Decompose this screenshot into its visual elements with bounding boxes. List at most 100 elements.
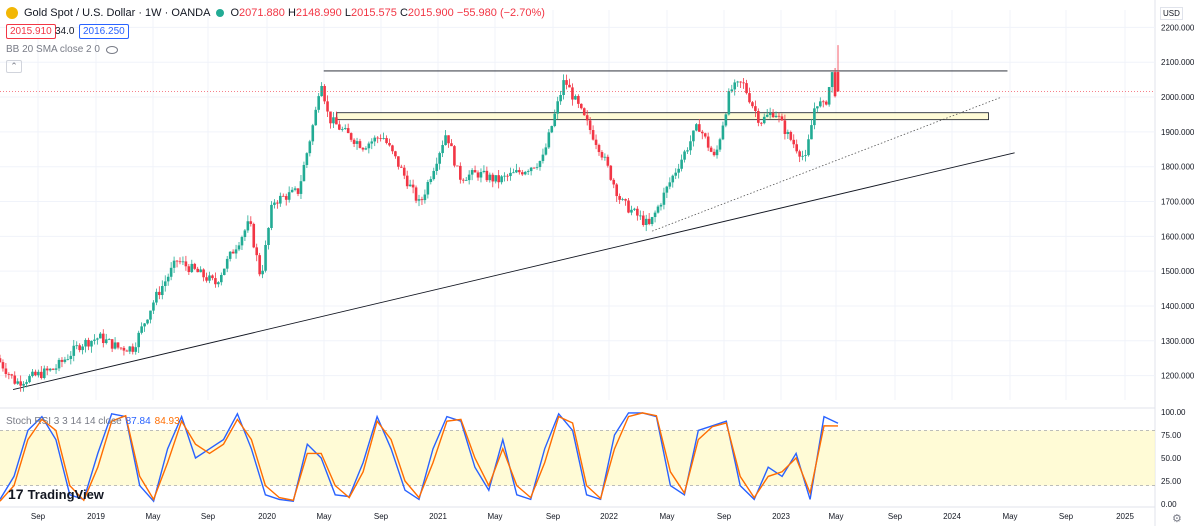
- currency-label[interactable]: USD: [1160, 7, 1183, 20]
- candle-body: [84, 339, 87, 347]
- gold-icon: [6, 7, 18, 19]
- candle-body: [600, 152, 604, 158]
- candle-body: [349, 133, 353, 140]
- candle-body: [520, 172, 524, 175]
- candle-body: [25, 382, 28, 384]
- candle-body: [703, 133, 707, 137]
- rectangle-zone: [336, 112, 989, 121]
- candle-body: [606, 156, 610, 166]
- candle-body: [293, 188, 297, 190]
- rsi-series-d: [0, 412, 839, 502]
- candle-body: [385, 138, 388, 144]
- candle-body: [93, 339, 96, 341]
- candle-body: [683, 151, 686, 160]
- candle-body: [515, 170, 518, 173]
- candle-body: [789, 131, 793, 140]
- candle-body: [258, 255, 261, 275]
- candle-body: [87, 339, 90, 347]
- candle-body: [630, 209, 633, 213]
- candle-body: [34, 371, 37, 376]
- candle-body: [181, 261, 185, 263]
- candle-body: [544, 147, 548, 155]
- candle-body: [824, 101, 828, 105]
- candle-body: [653, 212, 657, 218]
- candle-body: [187, 266, 191, 273]
- candle-body: [0, 358, 2, 363]
- candle-body: [302, 164, 306, 182]
- candle-body: [299, 181, 303, 194]
- candle-body: [582, 108, 586, 116]
- candle-body: [276, 202, 279, 204]
- candle-body: [134, 347, 138, 352]
- symbol-title[interactable]: Gold Spot / U.S. Dollar · 1W · OANDA: [24, 7, 211, 19]
- candle-body: [217, 282, 220, 285]
- candle-body: [370, 141, 374, 144]
- price-tick-label: 1200.000: [1161, 372, 1195, 381]
- candle-body: [742, 82, 745, 84]
- candle-body: [783, 120, 787, 135]
- collapse-chevron-icon[interactable]: ⌃: [6, 60, 22, 73]
- settings-gear-icon[interactable]: ⚙: [1172, 513, 1182, 525]
- candle-body: [10, 374, 14, 376]
- candle-body: [110, 339, 114, 349]
- candle-body: [314, 109, 318, 126]
- candle-body: [208, 275, 211, 281]
- candle-body: [464, 180, 468, 181]
- candle-body: [160, 286, 164, 296]
- candle-body: [40, 371, 43, 379]
- candle-body: [494, 175, 498, 182]
- candle-body: [122, 347, 126, 351]
- candle-body: [680, 159, 683, 169]
- candle-body: [1, 362, 5, 369]
- candle-body: [355, 141, 359, 144]
- candle-body: [308, 141, 312, 154]
- candle-body: [565, 80, 568, 85]
- candle-body: [506, 175, 509, 177]
- candle-body: [512, 172, 515, 174]
- candle-body: [13, 375, 17, 384]
- candle-body: [326, 101, 329, 112]
- candle-body: [358, 141, 362, 148]
- candle-body: [662, 192, 666, 205]
- sell-button[interactable]: 2015.910: [6, 24, 56, 39]
- candle-body: [633, 208, 636, 210]
- candle-body: [650, 217, 654, 225]
- ohlc-values: O2071.880 H2148.990 L2015.575 C2015.900 …: [230, 7, 545, 19]
- time-tick-label: May: [487, 512, 502, 521]
- candle-body: [550, 126, 554, 133]
- candle-body: [485, 170, 489, 181]
- candle-body: [827, 87, 831, 105]
- candle-body: [107, 339, 111, 341]
- buy-button[interactable]: 2016.250: [79, 24, 129, 39]
- candle-body: [338, 124, 341, 130]
- candle-body: [72, 345, 76, 356]
- candle-body: [503, 175, 506, 177]
- candle-body: [765, 114, 769, 117]
- candle-body: [101, 333, 105, 344]
- tradingview-logo[interactable]: 17 TradingView: [8, 486, 104, 502]
- candle-body: [152, 302, 155, 311]
- candle-body: [562, 80, 565, 96]
- candle-body: [771, 112, 775, 118]
- candle-body: [99, 333, 102, 339]
- candle-body: [585, 115, 589, 121]
- candle-body: [523, 171, 527, 175]
- candle-body: [137, 332, 140, 348]
- spread-value: 34.0: [55, 26, 75, 37]
- candle-body: [819, 101, 822, 107]
- bb-indicator-label[interactable]: BB 20 SMA close 2 0: [6, 44, 118, 55]
- candle-body: [329, 111, 332, 124]
- time-tick-label: 2021: [429, 512, 447, 521]
- candle-body: [574, 96, 577, 100]
- candle-body: [621, 199, 624, 200]
- hide-eye-icon[interactable]: [105, 45, 118, 54]
- candle-body: [751, 102, 754, 107]
- candle-body: [594, 139, 598, 145]
- candle-body: [149, 310, 152, 320]
- rsi-tick-label: 25.00: [1161, 477, 1182, 486]
- candle-body: [588, 120, 592, 131]
- tradingview-mark-icon: 17: [8, 486, 24, 502]
- candle-body: [461, 179, 465, 181]
- candle-body: [615, 184, 619, 197]
